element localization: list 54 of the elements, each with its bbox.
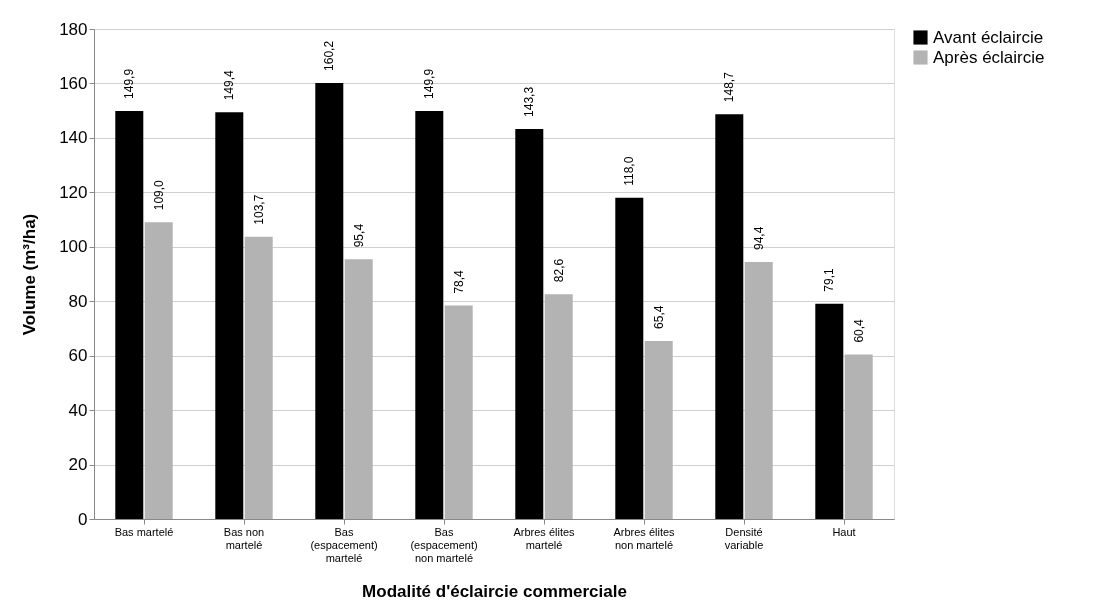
bar bbox=[415, 110, 444, 519]
x-tick-label: Bas (espacement) martelé bbox=[310, 525, 378, 564]
legend-label: Après éclaircie bbox=[933, 47, 1045, 67]
y-tick-label: 100 bbox=[59, 237, 88, 257]
x-tick-label: Bas (espacement) non martelé bbox=[410, 525, 478, 564]
x-tick-label: Densité variable bbox=[724, 525, 764, 551]
bar bbox=[344, 259, 373, 519]
data-label: 149,9 bbox=[122, 68, 137, 99]
y-tick-label: 0 bbox=[78, 509, 88, 529]
data-label: 160,2 bbox=[322, 40, 337, 71]
data-label: 94,4 bbox=[751, 226, 766, 251]
y-tick-label: 40 bbox=[68, 400, 88, 420]
bar bbox=[444, 305, 473, 519]
data-label: 82,6 bbox=[551, 258, 566, 283]
data-label: 95,4 bbox=[351, 223, 366, 248]
bar bbox=[215, 112, 244, 519]
data-label: 65,4 bbox=[651, 305, 666, 329]
bar bbox=[144, 222, 173, 519]
data-label: 118,0 bbox=[622, 156, 637, 186]
bar bbox=[715, 114, 744, 519]
bar bbox=[744, 262, 773, 519]
y-tick-label: 140 bbox=[59, 128, 88, 148]
data-label: 143,3 bbox=[522, 86, 537, 117]
data-label: 79,1 bbox=[822, 267, 837, 292]
data-label: 149,9 bbox=[422, 68, 437, 99]
y-tick-label: 120 bbox=[59, 182, 88, 202]
data-label: 148,7 bbox=[722, 71, 737, 103]
y-tick-label: 160 bbox=[59, 73, 88, 93]
data-label: 60,4 bbox=[851, 318, 866, 343]
bar bbox=[244, 236, 273, 519]
x-axis-title: Modalité d'éclaircie commerciale bbox=[362, 581, 627, 601]
y-tick-label: 180 bbox=[59, 19, 88, 39]
bar bbox=[544, 294, 573, 519]
bar bbox=[315, 82, 344, 519]
bar bbox=[644, 340, 673, 519]
data-label: 109,0 bbox=[151, 179, 166, 211]
x-tick-label: Haut bbox=[832, 525, 856, 538]
y-tick-label: 60 bbox=[68, 346, 88, 366]
data-label: 149,4 bbox=[222, 69, 237, 101]
legend-label: Avant éclaircie bbox=[933, 27, 1044, 47]
y-tick-label: 20 bbox=[68, 455, 88, 475]
bar bbox=[815, 303, 844, 519]
bar bbox=[844, 354, 873, 519]
bar bbox=[615, 197, 644, 519]
x-tick-label: Arbres élites non martelé bbox=[613, 525, 676, 551]
bar bbox=[115, 110, 144, 519]
bar bbox=[515, 128, 544, 519]
y-axis-title: Volume (m³/ha) bbox=[20, 213, 40, 336]
data-label: 78,4 bbox=[451, 269, 466, 294]
y-tick-label: 80 bbox=[68, 291, 88, 311]
x-tick-label: Bas martelé bbox=[114, 525, 174, 538]
x-tick-label: Arbres élites martelé bbox=[513, 525, 576, 551]
x-tick-label: Bas non martelé bbox=[223, 525, 265, 551]
data-label: 103,7 bbox=[251, 194, 266, 225]
